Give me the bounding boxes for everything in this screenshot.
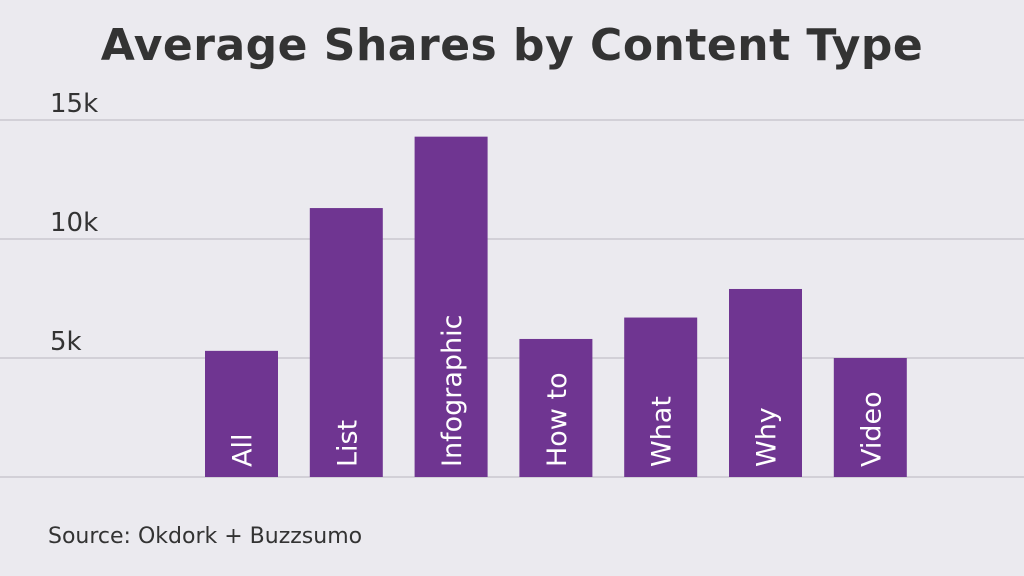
- y-tick-label: 10k: [50, 208, 98, 238]
- bar-category-label: What: [647, 396, 678, 467]
- bar-category-label: Infographic: [437, 315, 468, 467]
- bar: [309, 208, 383, 477]
- chart-title: Average Shares by Content Type: [100, 20, 924, 71]
- bar: [414, 136, 488, 477]
- bar-category-label: List: [332, 420, 363, 467]
- bar: [519, 338, 593, 477]
- y-tick-label: 5k: [50, 327, 82, 357]
- bar: [624, 317, 698, 477]
- bar-category-label: Video: [856, 391, 887, 467]
- bar-category-label: How to: [542, 372, 573, 467]
- source-note: Source: Okdork + Buzzsumo: [48, 524, 363, 549]
- y-tick-label: 15k: [50, 89, 98, 119]
- bar: [729, 288, 802, 477]
- bar: [205, 350, 278, 477]
- bar-category-label: Why: [752, 407, 783, 467]
- bar: [833, 358, 907, 477]
- bar-category-label: All: [228, 434, 259, 467]
